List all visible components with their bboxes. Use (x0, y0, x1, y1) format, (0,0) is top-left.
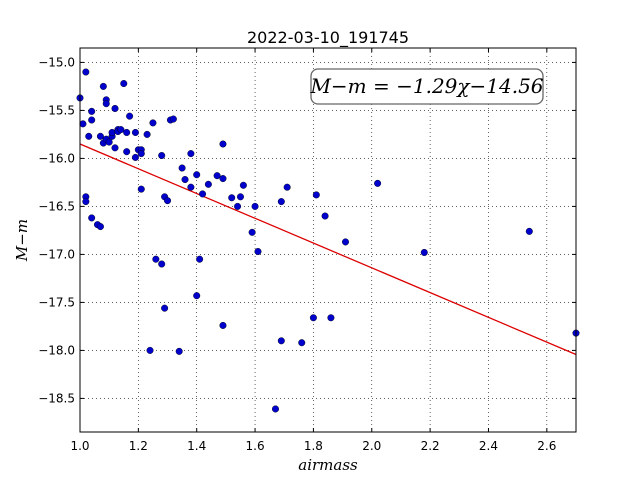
y-tick-label: −17.5 (38, 295, 75, 309)
data-point (123, 128, 131, 136)
x-axis-label: airmass (298, 456, 358, 474)
data-point (96, 223, 104, 231)
data-point (187, 183, 195, 191)
data-point (117, 126, 125, 134)
x-tick-label: 2.0 (362, 439, 381, 453)
data-point (123, 148, 131, 156)
data-point (248, 228, 256, 236)
data-point (88, 214, 96, 222)
data-point (85, 132, 93, 140)
data-point (111, 104, 119, 112)
data-point (111, 144, 119, 152)
data-point (219, 175, 227, 183)
data-point (161, 304, 169, 312)
data-point (96, 132, 104, 140)
data-point (277, 198, 285, 206)
data-point (420, 248, 428, 256)
data-point (342, 238, 350, 246)
plot-frame (79, 47, 577, 433)
data-point (193, 292, 201, 300)
annotation-frame (310, 68, 544, 105)
data-point (213, 172, 221, 180)
data-point (178, 164, 186, 172)
data-point (143, 130, 151, 138)
y-tick-label: −15.0 (38, 55, 75, 69)
data-point (88, 116, 96, 124)
data-point (309, 314, 317, 322)
annotation-text: M−m = −1.29χ−14.56 (309, 74, 543, 98)
data-point (105, 138, 113, 146)
data-point (169, 115, 177, 123)
data-point (234, 202, 242, 210)
data-point (525, 227, 533, 235)
data-point (298, 339, 306, 347)
data-point (321, 212, 329, 220)
data-point (137, 185, 145, 193)
data-point (374, 179, 382, 187)
y-axis-label: M−m (13, 219, 31, 262)
y-tick-label: −18.0 (38, 343, 75, 357)
y-tick-label: −16.5 (38, 199, 75, 213)
data-point (219, 140, 227, 148)
data-point (219, 321, 227, 329)
data-point (251, 202, 259, 210)
y-tick-label: −17.0 (38, 247, 75, 261)
axis-ticks: 1.0 1.2 1.4 1.6 1.8 2.0 2.2 2.4 2.6 −15.0 −15.5 −16… (38, 48, 576, 453)
data-point (137, 150, 145, 158)
x-tick-label: 2.2 (421, 439, 440, 453)
data-point (164, 197, 172, 205)
data-point (158, 152, 166, 160)
data-point (327, 314, 335, 322)
data-point (149, 119, 157, 127)
data-point (102, 100, 110, 108)
data-point (193, 171, 201, 179)
data-point (131, 128, 139, 136)
data-point (254, 248, 262, 256)
data-point (82, 68, 90, 76)
data-point (312, 191, 320, 199)
data-point (120, 80, 128, 88)
x-tick-label: 2.4 (479, 439, 498, 453)
x-tick-label: 2.6 (537, 439, 556, 453)
x-tick-label: 1.2 (129, 439, 148, 453)
data-point (158, 260, 166, 268)
data-point (79, 120, 87, 128)
data-point (99, 82, 107, 90)
data-point (108, 128, 116, 136)
data-point (236, 193, 244, 201)
data-points (76, 68, 580, 413)
data-point (175, 347, 183, 355)
data-point (82, 198, 90, 206)
data-point (181, 176, 189, 184)
fit-line-layer (79, 143, 577, 356)
data-point (204, 180, 212, 188)
data-point (131, 153, 139, 161)
y-tick-label: −16.0 (38, 151, 75, 165)
data-point (199, 190, 207, 198)
data-point (228, 194, 236, 202)
grid (79, 48, 576, 432)
data-point (152, 255, 160, 263)
y-tick-label: −18.5 (38, 391, 75, 405)
fit-annotation: M−m = −1.29χ−14.56 (309, 68, 544, 105)
chart-title: 2022-03-10_191745 (247, 28, 409, 48)
data-point (277, 337, 285, 345)
data-point (88, 107, 96, 115)
data-point (239, 181, 247, 189)
data-point (271, 405, 279, 413)
data-point (126, 112, 134, 120)
data-point (187, 150, 195, 158)
x-tick-label: 1.0 (70, 439, 89, 453)
data-point (146, 346, 154, 354)
data-point (283, 183, 291, 191)
x-tick-label: 1.6 (246, 439, 265, 453)
data-point (196, 255, 204, 263)
x-tick-label: 1.4 (187, 439, 206, 453)
y-tick-label: −15.5 (38, 103, 75, 117)
fit-line (79, 143, 577, 356)
x-tick-label: 1.8 (304, 439, 323, 453)
